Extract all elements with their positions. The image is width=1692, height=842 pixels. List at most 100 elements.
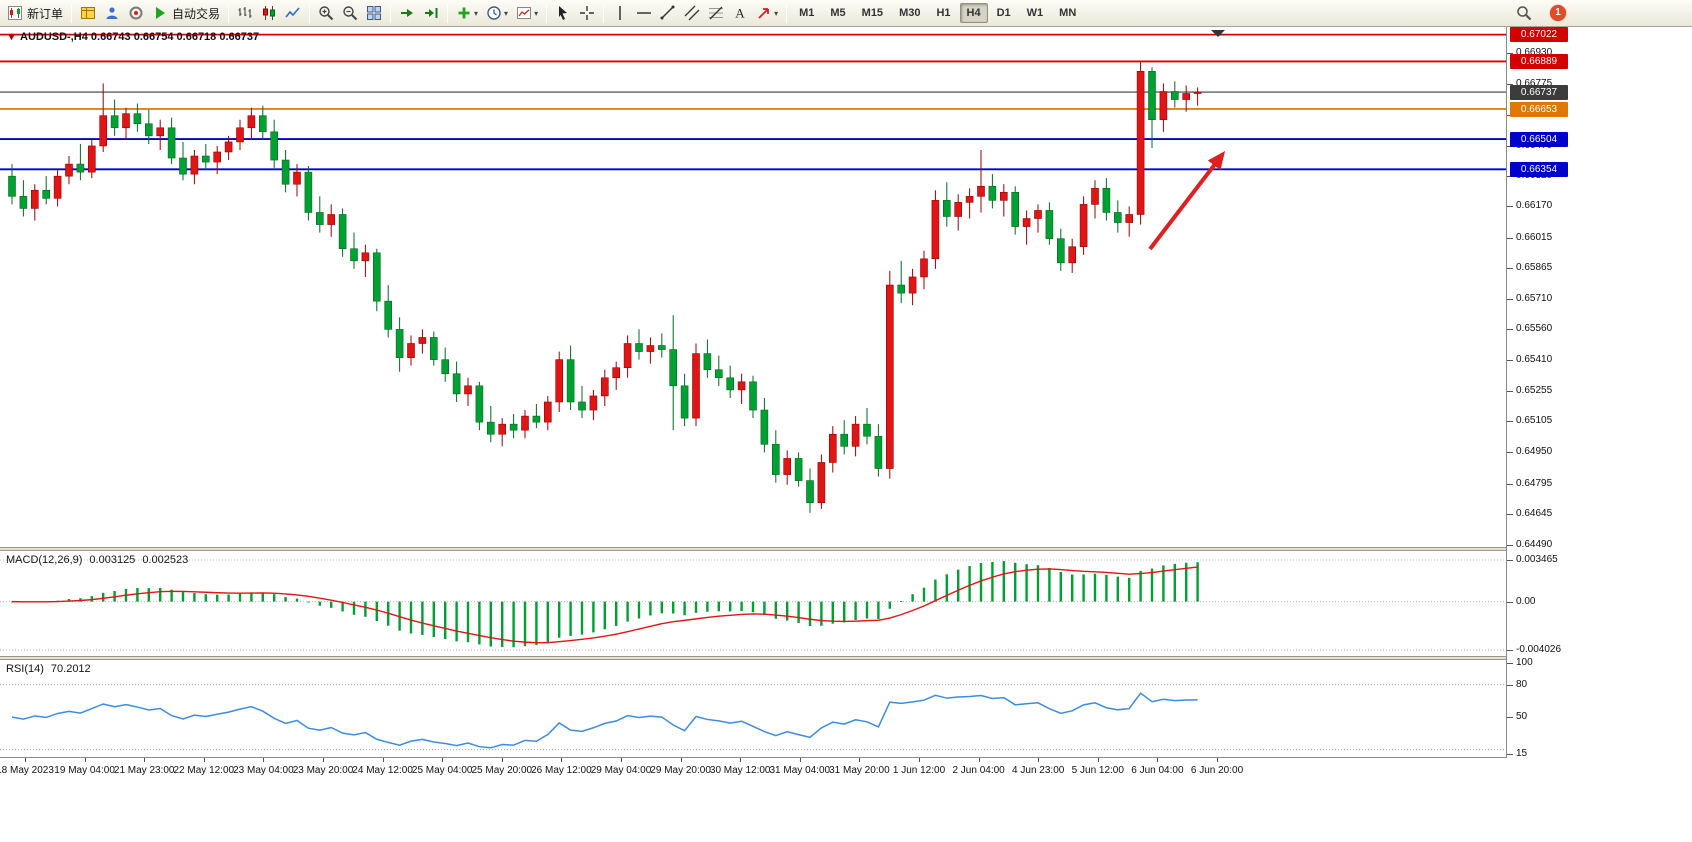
text-icon: A — [732, 5, 748, 21]
chevron-down-icon: ▾ — [474, 8, 479, 18]
templates-button[interactable]: ▾ — [512, 2, 542, 24]
rsi-name: RSI(14) — [6, 663, 44, 675]
macd-panel[interactable] — [0, 551, 1506, 656]
hline-price-label: 0.66889 — [1510, 53, 1568, 69]
timeframe-button-m5[interactable]: M5 — [830, 7, 846, 19]
channel-button[interactable] — [680, 2, 704, 24]
price-axis-label: 0.66930 — [1516, 47, 1553, 59]
time-axis-label: 23 May 04:00 — [233, 765, 294, 776]
timeframe-button-mn[interactable]: MN — [1059, 7, 1077, 19]
auto-trading-button[interactable]: 自动交易 — [148, 2, 224, 24]
candlesticks — [8, 61, 1202, 513]
market-watch-button[interactable] — [76, 2, 100, 24]
trendline-button[interactable] — [656, 2, 680, 24]
panel-splitter[interactable] — [0, 656, 1692, 660]
toolbar-separator — [71, 3, 73, 23]
axis-tick — [263, 758, 265, 762]
horizontal-line-button[interactable] — [632, 2, 656, 24]
time-axis-label: 29 May 04:00 — [590, 765, 652, 776]
timeframe-button-m1[interactable]: M1 — [799, 7, 815, 19]
auto-scroll-button[interactable] — [395, 2, 419, 24]
time-axis-label: 26 May 12:00 — [531, 765, 592, 776]
line-chart-button[interactable] — [281, 2, 305, 24]
vertical-line-button[interactable] — [608, 2, 632, 24]
time-axis-label: 22 May 12:00 — [173, 765, 235, 776]
timeframe-button-m30[interactable]: M30 — [899, 7, 921, 19]
price-axis-label: 0.64795 — [1516, 477, 1553, 489]
axis-tick — [799, 758, 801, 762]
price-axis-label: 0.66775 — [1516, 78, 1553, 90]
data-window-button[interactable] — [100, 2, 124, 24]
auto-scroll-icon — [399, 5, 415, 21]
notification-badge[interactable]: 1 — [1550, 5, 1566, 21]
axis-tick — [144, 758, 146, 762]
timeframe-button-h4[interactable]: H4 — [959, 3, 988, 23]
rsi-axis-label: 50 — [1516, 711, 1528, 723]
axis-tick — [1507, 237, 1513, 239]
axis-tick — [203, 758, 205, 762]
tile-windows-button[interactable] — [362, 2, 386, 24]
axis-tick — [1507, 560, 1513, 561]
hline-price-label: 0.66504 — [1510, 131, 1568, 147]
axis-tick — [1507, 329, 1513, 331]
axis-tick — [1507, 513, 1513, 515]
axis-tick — [978, 758, 980, 762]
bar-chart-button[interactable] — [233, 2, 257, 24]
rsi-line — [11, 692, 1198, 749]
timeframe-button-d1[interactable]: D1 — [996, 7, 1011, 19]
axis-tick — [1507, 452, 1513, 454]
toolbar-separator — [447, 3, 449, 23]
macd-signal-line — [11, 566, 1198, 644]
macd-name: MACD(12,26,9) — [6, 554, 83, 566]
cursor-button[interactable] — [551, 2, 575, 24]
horizontal-line-icon — [636, 5, 652, 21]
macd-axis-label: 0.003465 — [1516, 554, 1558, 565]
time-axis-label: 25 May 20:00 — [471, 765, 533, 776]
chart-shift-button[interactable] — [419, 2, 443, 24]
time-axis-label: 18 May 2023 — [0, 765, 54, 776]
indicators-button[interactable]: ▾ — [452, 2, 482, 24]
rsi-value: 70.2012 — [50, 663, 91, 675]
time-axis-label: 21 May 23:00 — [113, 765, 175, 776]
axis-tick — [621, 758, 622, 762]
timeframe-button-h1[interactable]: H1 — [936, 7, 951, 19]
price-axis-label: 0.66170 — [1516, 200, 1553, 212]
timeframe-button-w1[interactable]: W1 — [1026, 7, 1044, 19]
navigator-button[interactable] — [124, 2, 148, 24]
crosshair-button[interactable] — [575, 2, 599, 24]
price-axis-label: 0.65710 — [1516, 293, 1553, 305]
axis-tick — [1507, 206, 1513, 208]
trend-arrow-annotation[interactable] — [1148, 151, 1226, 251]
symbol-title-text: AUDUSD-,H4 0.66743 0.66754 0.66718 0.667… — [20, 31, 260, 43]
price-axis[interactable]: 0.669300.667750.666250.664700.663200.661… — [1506, 27, 1692, 759]
zoom-in-button[interactable] — [314, 2, 338, 24]
timeframe-button-m15[interactable]: M15 — [861, 7, 884, 19]
panel-splitter[interactable] — [0, 547, 1692, 551]
rsi-axis-label: 15 — [1516, 748, 1528, 759]
rsi-panel[interactable] — [0, 660, 1506, 757]
periods-button[interactable]: ▾ — [482, 2, 512, 24]
arrow-tools-button[interactable]: ▾ — [752, 2, 782, 24]
time-axis-label: 31 May 04:00 — [769, 765, 831, 776]
time-axis-label: 6 Jun 20:00 — [1190, 765, 1244, 776]
candlestick-chart-button[interactable] — [257, 2, 281, 24]
time-axis[interactable]: 18 May 2023 19 May 04:00 21 May 23:00 22 Ma… — [0, 758, 1692, 782]
axis-tick — [1217, 758, 1218, 762]
zoom-out-button[interactable] — [338, 2, 362, 24]
macd-axis-label: 0.00 — [1516, 595, 1536, 607]
templates-icon — [516, 5, 532, 21]
new-order-button[interactable]: 新订单 — [3, 2, 67, 24]
axis-tick — [1507, 390, 1513, 392]
main-chart[interactable] — [0, 27, 1506, 547]
line-chart-icon — [285, 5, 301, 21]
axis-tick — [561, 758, 563, 762]
chart-shift-marker-icon[interactable] — [1211, 30, 1225, 37]
vertical-line-icon — [612, 5, 628, 21]
axis-tick — [1157, 758, 1159, 762]
macd-label: MACD(12,26,9) 0.003125 0.002523 — [6, 554, 195, 566]
fibonacci-button[interactable] — [704, 2, 728, 24]
search-button[interactable] — [1512, 2, 1536, 24]
chart-shift-icon — [423, 5, 439, 21]
text-button[interactable]: A — [728, 2, 752, 24]
macd-axis-label: -0.004026 — [1516, 643, 1562, 655]
